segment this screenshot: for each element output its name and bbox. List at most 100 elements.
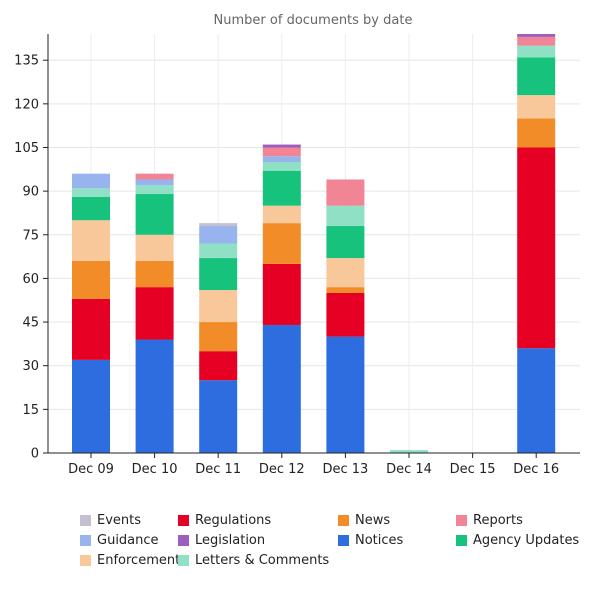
legend-label: Letters & Comments [195,552,330,568]
legend-item[interactable]: Enforcements [80,550,187,570]
bar-segment-agency-updates[interactable] [326,226,365,259]
legend-item[interactable]: Notices [338,530,456,550]
bar-segment-enforcements[interactable] [72,220,110,261]
bar-segment-legislation[interactable] [262,144,301,148]
bar-segment-enforcements[interactable] [326,258,365,288]
y-tick-label: 60 [22,272,39,287]
bar-segment-news[interactable] [199,322,238,352]
bar-segment-agency-updates[interactable] [135,194,174,235]
bar-segment-notices[interactable] [262,324,301,453]
bar-segment-agency-updates[interactable] [262,170,301,206]
legend-label: Enforcements [97,552,187,568]
legend-swatch [456,534,467,546]
legend-swatch [178,554,189,566]
y-tick-label: 105 [14,141,39,156]
bar-segment-guidance[interactable] [262,156,301,163]
bar-segment-reports[interactable] [326,179,365,206]
bar-segment-letters-comments[interactable] [262,162,301,171]
bar-segment-agency-updates[interactable] [72,196,110,221]
bar-segment-notices[interactable] [199,380,238,453]
bar-segment-news[interactable] [262,223,301,264]
legend-swatch [80,534,91,546]
x-tick-label: Dec 12 [259,462,305,477]
bar-segment-letters-comments[interactable] [199,243,238,259]
bar-segment-news[interactable] [135,260,174,288]
axes [43,34,580,458]
bar-segment-reports[interactable] [135,173,174,180]
x-tick-label: Dec 13 [322,462,368,477]
legend-item[interactable]: Reports [456,510,576,530]
bar-segment-news[interactable] [72,260,110,299]
legend-item[interactable]: Letters & Comments [178,550,338,570]
legend-item[interactable]: News [338,510,456,530]
y-tick-label: 120 [14,97,39,112]
bar-segment-regulations[interactable] [135,287,174,340]
legend-swatch [338,514,349,526]
legend-item[interactable]: Legislation [178,530,338,550]
bar-segment-enforcements[interactable] [135,234,174,261]
bar-segment-letters-comments[interactable] [326,205,365,227]
x-tick-label: Dec 10 [132,462,178,477]
legend-label: News [355,512,391,528]
x-tick-label: Dec 09 [68,462,114,477]
x-tick-label: Dec 14 [386,462,432,477]
x-tick-label: Dec 16 [513,462,559,477]
legend-label: Notices [355,532,404,548]
legend-item[interactable]: Regulations [178,510,338,530]
bar-segment-letters-comments[interactable] [517,45,556,58]
bars [72,34,556,453]
y-tick-label: 90 [22,185,39,200]
legend: Events Guidance Enforcements Regulations Leg… [80,510,580,570]
bar-segment-enforcements[interactable] [517,95,556,119]
bar-segment-notices[interactable] [72,359,110,453]
bar-segment-regulations[interactable] [517,147,556,349]
bar-segment-notices[interactable] [135,339,174,453]
bar-segment-regulations[interactable] [326,292,365,337]
bar-segment-letters-comments[interactable] [135,185,174,195]
bar-segment-regulations[interactable] [199,351,238,381]
legend-label: Guidance [97,532,159,548]
chart-title: Number of documents by date [214,13,413,28]
bar-segment-regulations[interactable] [262,263,301,325]
legend-item[interactable]: Agency Updates [456,530,579,550]
bar-segment-regulations[interactable] [72,298,110,360]
bar-segment-enforcements[interactable] [262,205,301,224]
bar-segment-events[interactable] [199,223,238,227]
legend-swatch [338,534,349,546]
bar-segment-letters-comments[interactable] [72,188,110,197]
legend-label: Events [97,512,142,528]
bar-segment-notices[interactable] [326,336,365,453]
bar-segment-guidance[interactable] [72,173,110,189]
bar-segment-enforcements[interactable] [199,290,238,323]
legend-label: Reports [473,512,523,528]
legend-item[interactable]: Events [80,510,178,530]
y-tick-label: 30 [22,359,39,374]
bar-segment-news[interactable] [326,287,365,293]
legend-swatch [178,534,189,546]
bar-segment-guidance[interactable] [135,179,174,186]
bar-segment-agency-updates[interactable] [517,57,556,96]
legend-label: Legislation [195,532,266,548]
grid-lines [48,34,580,453]
bar-segment-reports[interactable] [262,147,301,157]
x-tick-label: Dec 15 [450,462,496,477]
legend-swatch [178,514,189,526]
bar-segment-legislation[interactable] [517,34,556,37]
legend-swatch [80,514,91,526]
legend-swatch [80,554,91,566]
bar-segment-reports[interactable] [517,36,556,46]
bar-segment-agency-updates[interactable] [199,258,238,291]
legend-label: Regulations [195,512,272,528]
x-tick-label: Dec 11 [195,462,241,477]
bar-segment-letters-comments[interactable] [390,450,428,453]
y-tick-label: 75 [22,228,39,243]
legend-item[interactable]: Guidance [80,530,178,550]
legend-swatch [456,514,467,526]
bar-segment-news[interactable] [517,118,556,148]
y-tick-label: 15 [22,403,39,418]
bar-segment-notices[interactable] [517,348,556,453]
y-tick-label: 45 [22,316,39,331]
bar-segment-guidance[interactable] [199,226,238,244]
